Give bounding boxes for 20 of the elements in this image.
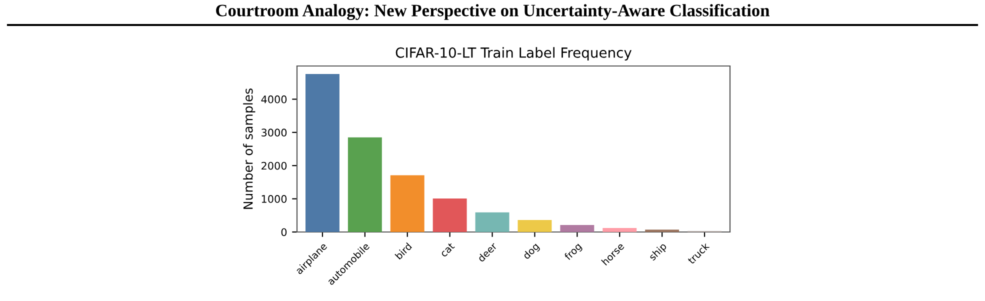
y-tick-label: 1000	[262, 195, 287, 203]
x-tick-label: ship	[648, 242, 668, 262]
y-tick-label: 0	[281, 228, 287, 236]
bar	[305, 74, 340, 232]
y-tick-label: 3000	[262, 128, 287, 137]
bar	[390, 175, 424, 232]
y-tick-label: 4000	[261, 95, 287, 104]
bar	[602, 228, 637, 232]
y-axis-title: Number of samples	[243, 88, 256, 209]
bar	[432, 198, 467, 232]
y-tick-label: 2000	[262, 162, 287, 170]
bar	[475, 212, 510, 232]
chart-title: CIFAR-10-LT Train Label Frequency	[396, 47, 632, 61]
bar	[560, 225, 594, 232]
x-tick-label: cat	[440, 242, 455, 258]
bar	[518, 220, 552, 232]
text: Courtroom Analogy: New Perspective on Uncertainty-Aware Classification	[216, 4, 770, 20]
x-tick-label: dog	[522, 242, 541, 261]
bar	[348, 137, 382, 232]
x-tick-label: frog	[564, 242, 584, 262]
